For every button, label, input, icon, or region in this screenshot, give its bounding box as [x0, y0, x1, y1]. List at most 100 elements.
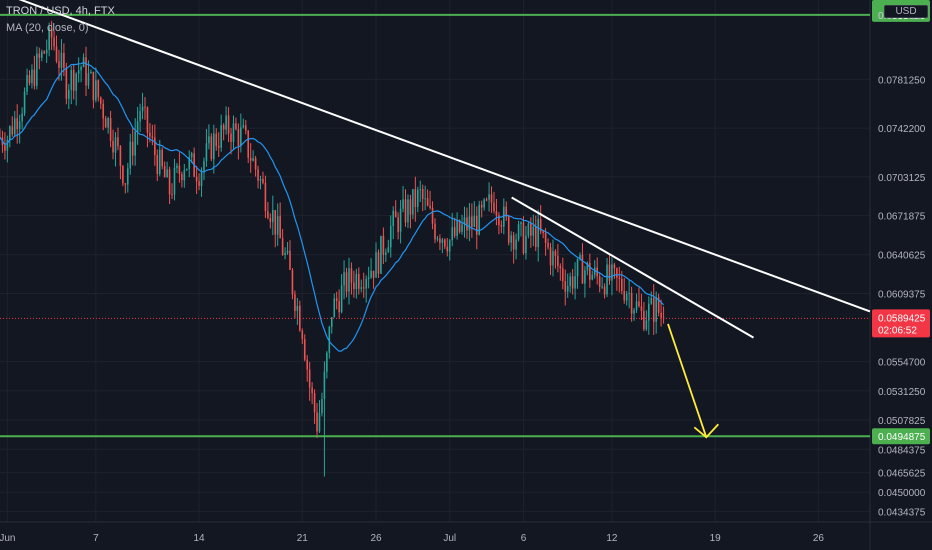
- candle-body: [657, 297, 660, 313]
- y-tick-label: 0.0450000: [878, 488, 926, 499]
- candle-body: [466, 217, 468, 231]
- candle-body: [70, 69, 73, 90]
- candle-body: [399, 208, 402, 232]
- candle-body: [414, 189, 417, 207]
- candle-body: [493, 202, 495, 212]
- candle-body: [490, 194, 493, 203]
- candle-body: [638, 301, 640, 307]
- candle-body: [503, 206, 505, 227]
- indicator-legend[interactable]: MA (20, close, 0): [6, 22, 89, 34]
- candle-body: [485, 199, 488, 201]
- candle-body: [576, 258, 579, 277]
- candle-body: [515, 239, 517, 250]
- candle-body: [421, 188, 424, 200]
- candle-body: [75, 73, 77, 91]
- candle-body: [372, 270, 375, 278]
- candle-body: [611, 264, 613, 281]
- candle-body: [382, 235, 385, 255]
- candle-body: [520, 222, 522, 225]
- candle-body: [68, 89, 70, 99]
- candle-body: [168, 169, 171, 195]
- candle-body: [158, 149, 161, 174]
- candle-body: [276, 216, 279, 235]
- candle-body: [55, 46, 58, 62]
- candle-body: [200, 170, 203, 186]
- candle-body: [345, 272, 348, 292]
- last-price-tag-bg: [872, 309, 930, 338]
- candle-body: [579, 254, 581, 259]
- candle-body: [434, 223, 436, 240]
- candle-body: [527, 223, 530, 236]
- candle-body: [581, 254, 584, 284]
- candle-body: [598, 276, 601, 287]
- x-tick-label: 26: [813, 533, 825, 544]
- candle-body: [308, 369, 311, 388]
- candle-body: [291, 269, 294, 295]
- candle-body: [63, 52, 65, 68]
- candle-body: [446, 246, 449, 252]
- candle-body: [367, 277, 370, 279]
- candle-body: [358, 274, 360, 289]
- y-tick-label: 0.0671875: [878, 212, 926, 223]
- candle-body: [456, 220, 458, 236]
- candle-body: [252, 158, 254, 161]
- candle-body: [198, 181, 200, 186]
- candle-body: [237, 129, 240, 146]
- candle-body: [203, 160, 205, 171]
- candle-body: [510, 235, 512, 243]
- candle-body: [183, 170, 186, 181]
- candle-body: [104, 118, 107, 128]
- candle-body: [267, 211, 269, 218]
- moving-average-line: [0, 61, 665, 352]
- candle-body: [117, 137, 119, 147]
- candle-body: [360, 287, 363, 289]
- candle-body: [262, 179, 264, 183]
- long-trendline: [18, 0, 871, 313]
- candle-body: [591, 274, 594, 280]
- candle-body: [606, 264, 608, 295]
- currency-unit-label[interactable]: USD: [884, 5, 928, 18]
- candle-body: [365, 278, 367, 289]
- candle-body: [507, 216, 510, 243]
- candle-body: [522, 222, 525, 254]
- candle-body: [151, 136, 154, 138]
- candle-body: [630, 292, 633, 314]
- candle-body: [643, 311, 645, 330]
- candle-body: [338, 301, 340, 313]
- candle-body: [90, 71, 92, 74]
- candle-body: [213, 133, 215, 160]
- candle-body: [240, 127, 242, 146]
- candle-body: [316, 412, 318, 432]
- candle-body: [525, 235, 527, 254]
- symbol-title[interactable]: TRON / USD, 4h, FTX: [6, 5, 115, 17]
- candle-body: [279, 216, 281, 239]
- candle-body: [483, 199, 485, 208]
- candle-body: [461, 224, 463, 232]
- candle-body: [480, 204, 483, 208]
- candle-body: [6, 139, 9, 151]
- candle-body: [348, 268, 350, 292]
- candle-body: [21, 113, 23, 122]
- candle-body: [306, 359, 309, 370]
- support-price-label: 0.0494875: [878, 432, 926, 443]
- candle-body: [397, 217, 399, 232]
- candle-body: [318, 413, 321, 432]
- candle-body: [537, 219, 540, 248]
- candle-body: [178, 165, 181, 175]
- y-tick-label: 0.0507825: [878, 416, 926, 427]
- candle-body: [601, 286, 603, 288]
- candle-body: [426, 198, 429, 206]
- candle-body: [38, 53, 41, 58]
- candle-body: [451, 227, 454, 241]
- candle-body: [171, 194, 173, 196]
- candle-body: [385, 252, 387, 255]
- candle-body: [53, 37, 55, 47]
- candle-body: [584, 270, 586, 284]
- x-tick-label: 14: [194, 533, 206, 544]
- projection-arrow-head: [693, 423, 719, 439]
- candle-body: [500, 224, 503, 227]
- candle-body: [222, 125, 225, 130]
- candle-body: [468, 216, 471, 231]
